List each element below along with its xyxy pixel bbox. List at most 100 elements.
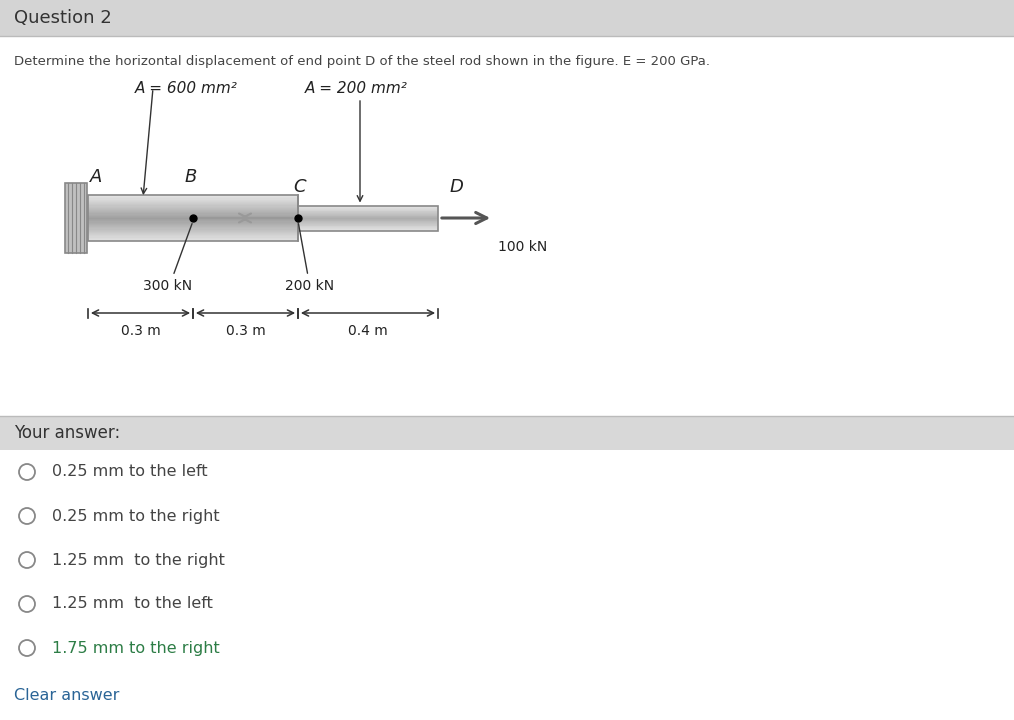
Bar	[298, 228, 438, 229]
Bar	[88, 240, 298, 241]
Bar	[88, 226, 298, 228]
Bar	[298, 212, 438, 213]
Circle shape	[19, 464, 35, 480]
Bar	[88, 222, 298, 224]
Bar	[88, 213, 298, 215]
Bar	[88, 195, 298, 241]
Text: 0.25 mm to the right: 0.25 mm to the right	[52, 508, 220, 523]
Text: C: C	[294, 179, 306, 197]
Bar	[0, 450, 1014, 720]
Bar	[88, 207, 298, 208]
Text: 0.3 m: 0.3 m	[226, 324, 266, 338]
Text: 0.4 m: 0.4 m	[348, 324, 388, 338]
Bar	[298, 209, 438, 210]
Text: D: D	[450, 178, 463, 196]
Bar	[88, 207, 298, 209]
Bar	[298, 225, 438, 226]
Bar	[298, 205, 438, 207]
Bar	[298, 224, 438, 225]
Bar	[88, 216, 298, 217]
Bar	[88, 225, 298, 226]
Bar	[88, 232, 298, 233]
Bar	[0, 36, 1014, 416]
Text: A = 200 mm²: A = 200 mm²	[305, 81, 408, 96]
Bar	[88, 204, 298, 206]
Text: A = 600 mm²: A = 600 mm²	[135, 81, 238, 96]
Circle shape	[19, 640, 35, 656]
Bar	[0, 416, 1014, 450]
Bar	[88, 218, 298, 220]
Bar	[88, 235, 298, 237]
Text: 1.25 mm  to the right: 1.25 mm to the right	[52, 552, 225, 567]
Bar	[88, 233, 298, 235]
Bar	[0, 0, 1014, 36]
Text: 0.3 m: 0.3 m	[121, 324, 160, 338]
Bar	[298, 221, 438, 222]
Text: B: B	[185, 168, 197, 186]
Bar	[88, 230, 298, 232]
Bar	[298, 222, 438, 223]
Bar	[88, 236, 298, 238]
Bar	[298, 229, 438, 230]
Bar	[88, 230, 298, 231]
Text: Your answer:: Your answer:	[14, 424, 121, 442]
Bar	[298, 207, 438, 208]
Bar	[88, 212, 298, 214]
Bar	[88, 201, 298, 202]
Bar	[298, 217, 438, 218]
Circle shape	[19, 596, 35, 612]
Bar	[88, 220, 298, 222]
Bar	[88, 209, 298, 210]
Circle shape	[19, 508, 35, 524]
Bar	[298, 210, 438, 212]
Text: Question 2: Question 2	[14, 9, 112, 27]
Bar	[298, 225, 438, 227]
Bar	[88, 199, 298, 200]
Bar	[88, 205, 298, 207]
Bar	[88, 202, 298, 203]
Text: 1.75 mm to the right: 1.75 mm to the right	[52, 641, 220, 655]
Bar	[88, 199, 298, 201]
Bar	[88, 228, 298, 230]
Text: 0.25 mm to the left: 0.25 mm to the left	[52, 464, 208, 480]
Text: Determine the horizontal displacement of end point D of the steel rod shown in t: Determine the horizontal displacement of…	[14, 55, 710, 68]
Text: 100 kN: 100 kN	[498, 240, 548, 254]
Bar	[298, 230, 438, 231]
Bar	[88, 234, 298, 235]
Bar	[298, 208, 438, 209]
Bar	[88, 222, 298, 223]
Bar	[88, 239, 298, 240]
Bar	[298, 219, 438, 220]
Bar	[298, 223, 438, 224]
Circle shape	[19, 552, 35, 568]
Bar	[88, 217, 298, 218]
Bar	[88, 238, 298, 239]
Bar	[88, 203, 298, 204]
Bar	[298, 214, 438, 215]
Bar	[88, 197, 298, 199]
Text: 200 kN: 200 kN	[285, 279, 335, 293]
Text: 300 kN: 300 kN	[143, 279, 193, 293]
Bar	[298, 205, 438, 230]
Bar	[88, 210, 298, 212]
Text: A: A	[90, 168, 102, 186]
Bar	[88, 215, 298, 216]
Bar	[298, 210, 438, 211]
Bar	[298, 216, 438, 217]
Bar	[298, 215, 438, 216]
Bar	[298, 213, 438, 214]
Bar	[298, 226, 438, 228]
Bar	[88, 195, 298, 197]
Bar	[298, 215, 438, 217]
Bar	[298, 220, 438, 221]
Bar	[65, 183, 87, 253]
Bar	[88, 228, 298, 229]
Text: 1.25 mm  to the left: 1.25 mm to the left	[52, 596, 213, 611]
Bar	[88, 224, 298, 225]
Bar	[88, 196, 298, 197]
Text: Clear answer: Clear answer	[14, 688, 120, 703]
Bar	[298, 218, 438, 219]
Bar	[88, 211, 298, 212]
Bar	[88, 219, 298, 220]
Bar	[298, 220, 438, 222]
